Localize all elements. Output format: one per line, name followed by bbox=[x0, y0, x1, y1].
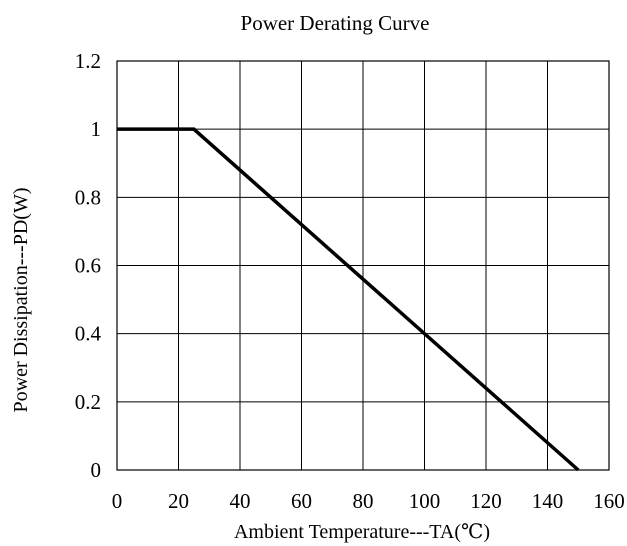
y-tick-label: 0.6 bbox=[75, 254, 101, 278]
x-axis-label: Ambient Temperature---TA(℃) bbox=[234, 521, 490, 543]
y-tick-label: 0.8 bbox=[75, 185, 101, 209]
y-axis-label: Power Dissipation---PD(W) bbox=[10, 188, 32, 413]
y-tick-label: 0 bbox=[91, 458, 102, 482]
x-tick-label: 0 bbox=[112, 489, 123, 513]
y-tick-label: 1 bbox=[91, 117, 102, 141]
x-tick-label: 40 bbox=[230, 489, 251, 513]
y-tick-labels: 0 0.2 0.4 0.6 0.8 1 1.2 bbox=[75, 49, 102, 482]
series-line bbox=[117, 129, 578, 470]
y-tick-label: 0.2 bbox=[75, 390, 101, 414]
chart-title: Power Derating Curve bbox=[241, 11, 430, 35]
x-tick-label: 20 bbox=[168, 489, 189, 513]
x-tick-label: 100 bbox=[409, 489, 441, 513]
x-tick-label: 60 bbox=[291, 489, 312, 513]
y-tick-label: 1.2 bbox=[75, 49, 101, 73]
x-tick-label: 80 bbox=[353, 489, 374, 513]
x-tick-label: 120 bbox=[470, 489, 502, 513]
x-tick-labels: 0 20 40 60 80 100 120 140 160 bbox=[112, 489, 625, 513]
grid bbox=[117, 61, 609, 470]
y-tick-label: 0.4 bbox=[75, 322, 102, 346]
x-tick-label: 160 bbox=[593, 489, 625, 513]
x-tick-label: 140 bbox=[532, 489, 564, 513]
series-layer bbox=[117, 129, 578, 470]
